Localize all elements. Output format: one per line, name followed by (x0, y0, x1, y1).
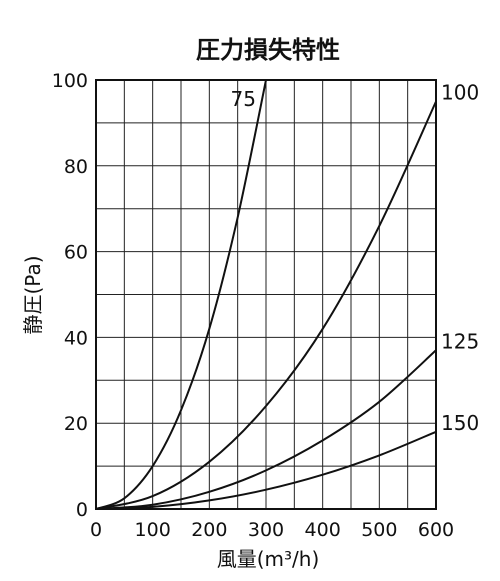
y-tick-label: 60 (64, 242, 88, 264)
plot-frame (95, 79, 437, 510)
y-tick-label: 100 (52, 70, 88, 92)
series-lines (95, 79, 437, 510)
y-tick-label: 0 (76, 499, 88, 521)
x-tick-label: 100 (135, 519, 171, 541)
x-tick-label: 500 (361, 519, 397, 541)
chart-title: 圧力損失特性 (196, 36, 340, 64)
series-label-150: 150 (441, 411, 479, 435)
y-tick-label: 20 (64, 413, 88, 435)
y-tick-label: 40 (64, 327, 88, 349)
series-label-100: 100 (441, 80, 479, 104)
x-tick-label: 600 (418, 519, 454, 541)
x-tick-label: 300 (248, 519, 284, 541)
series-label-125: 125 (441, 329, 479, 353)
x-tick-labels: 0 100 200 300 400 500 600 (90, 519, 454, 541)
y-tick-label: 80 (64, 156, 88, 178)
series-line-75 (95, 79, 267, 510)
x-tick-label: 400 (305, 519, 341, 541)
x-tick-label: 200 (191, 519, 227, 541)
y-tick-labels: 0 20 40 60 80 100 (52, 70, 88, 521)
series-line-150 (95, 430, 437, 510)
series-line-100 (95, 101, 437, 510)
series-labels: 75 100 125 150 (231, 80, 480, 434)
series-label-75: 75 (231, 87, 256, 111)
y-axis-label: 静圧(Pa) (21, 255, 45, 334)
x-tick-label: 0 (90, 519, 102, 541)
series-line-125 (95, 349, 437, 510)
grid (96, 80, 436, 509)
x-axis-label: 風量(m³/h) (217, 547, 320, 571)
